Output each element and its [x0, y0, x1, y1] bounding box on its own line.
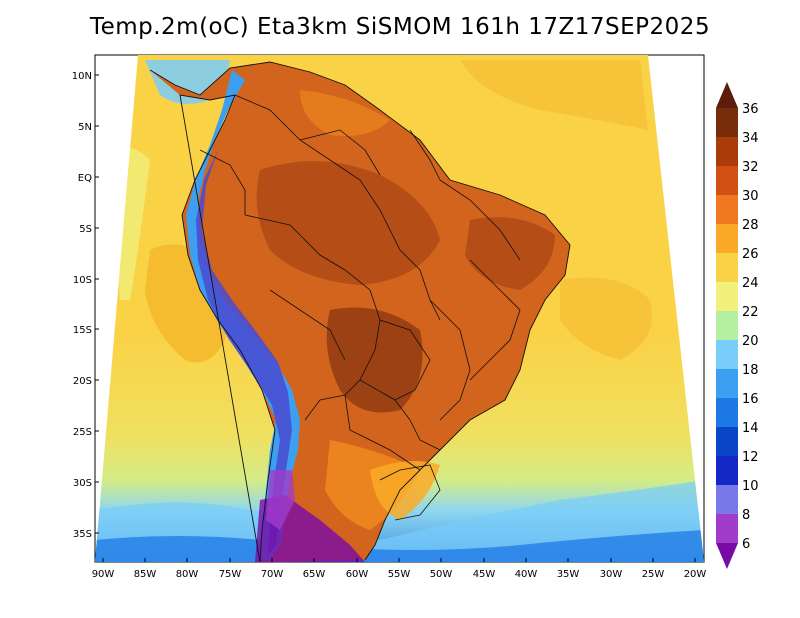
map-title: Temp.2m(oC) Eta3km SiSMOM 161h 17Z17SEP2… [89, 14, 711, 40]
south-andes-cold-area [266, 470, 295, 530]
colorbar-label: 24 [742, 276, 759, 291]
lon-label: 90W [92, 569, 115, 580]
uruguay-warm-area [370, 461, 440, 520]
colorbar-label: 6 [742, 537, 750, 552]
colorbar-label: 20 [742, 334, 759, 349]
lon-label: 25W [642, 569, 665, 580]
country-borders [199, 94, 521, 521]
colorbar-label: 14 [742, 421, 759, 436]
colorbar-segment [716, 340, 738, 369]
lon-label: 35W [557, 569, 580, 580]
colorbar-label: 18 [742, 363, 759, 378]
colorbar-segment [716, 427, 738, 456]
atlantic-warm-area [460, 60, 648, 130]
lat-label: 25S [73, 427, 92, 438]
lon-label: 75W [219, 569, 242, 580]
colorbar-segment [716, 514, 738, 543]
andes-colder-strip [196, 150, 292, 555]
colorbar-label: 26 [742, 247, 759, 262]
lat-label: 30S [73, 478, 92, 489]
lon-label: 30W [600, 569, 623, 580]
colorbar-segment [716, 398, 738, 427]
central-hot-area [326, 307, 423, 413]
lon-label: 80W [176, 569, 199, 580]
colorbar-arrow-bottom [716, 543, 738, 569]
colorbar-segment [716, 485, 738, 514]
northeast-hot-area [465, 217, 555, 290]
colorbar-label: 12 [742, 450, 759, 465]
colorbar-arrow-top [716, 82, 738, 108]
amazon-hot-area [256, 161, 440, 285]
lon-label: 20W [684, 569, 707, 580]
colorbar-label: 36 [742, 102, 759, 117]
colorbar-label: 22 [742, 305, 759, 320]
coastline [149, 61, 571, 562]
colorbar-segment [716, 311, 738, 340]
atlantic-warm-area-2 [560, 277, 652, 360]
lon-label: 70W [261, 569, 284, 580]
colorbar-segment [716, 195, 738, 224]
lat-label: 20S [73, 376, 92, 387]
lat-ticks [95, 74, 99, 534]
lon-label: 65W [303, 569, 326, 580]
colorbar: 36 34 32 30 28 26 24 22 20 18 16 14 12 10 8 6 [716, 82, 759, 569]
colorbar-label: 28 [742, 218, 759, 233]
south-ocean-cold-area [95, 530, 704, 562]
lat-label: EQ [78, 173, 92, 184]
lat-label: 10S [73, 275, 92, 286]
lon-label: 85W [134, 569, 157, 580]
colorbar-segment [716, 253, 738, 282]
lon-label: 45W [473, 569, 496, 580]
colorbar-label: 8 [742, 508, 750, 523]
colorbar-label: 16 [742, 392, 759, 407]
pampas-warm-area [325, 440, 420, 530]
colorbar-label: 34 [742, 131, 759, 146]
lon-label: 55W [388, 569, 411, 580]
lat-label: 15S [73, 325, 92, 336]
lat-label: 10N [72, 71, 92, 82]
colorbar-segment [716, 282, 738, 311]
lon-label: 60W [346, 569, 369, 580]
lat-label: 5S [79, 224, 92, 235]
colorbar-segment [716, 224, 738, 253]
colorbar-label: 10 [742, 479, 759, 494]
lat-label: 5N [78, 122, 92, 133]
guiana-warm-area [300, 90, 390, 136]
lon-label: 40W [515, 569, 538, 580]
lon-ticks [102, 558, 696, 562]
colorbar-segment [716, 456, 738, 485]
lon-label: 50W [430, 569, 453, 580]
colorbar-segment [716, 166, 738, 195]
lat-label: 35S [73, 529, 92, 540]
colorbar-segment [716, 369, 738, 398]
colorbar-label: 30 [742, 189, 759, 204]
colorbar-label: 32 [742, 160, 759, 175]
colorbar-segment [716, 108, 738, 137]
colorbar-segment [716, 137, 738, 166]
